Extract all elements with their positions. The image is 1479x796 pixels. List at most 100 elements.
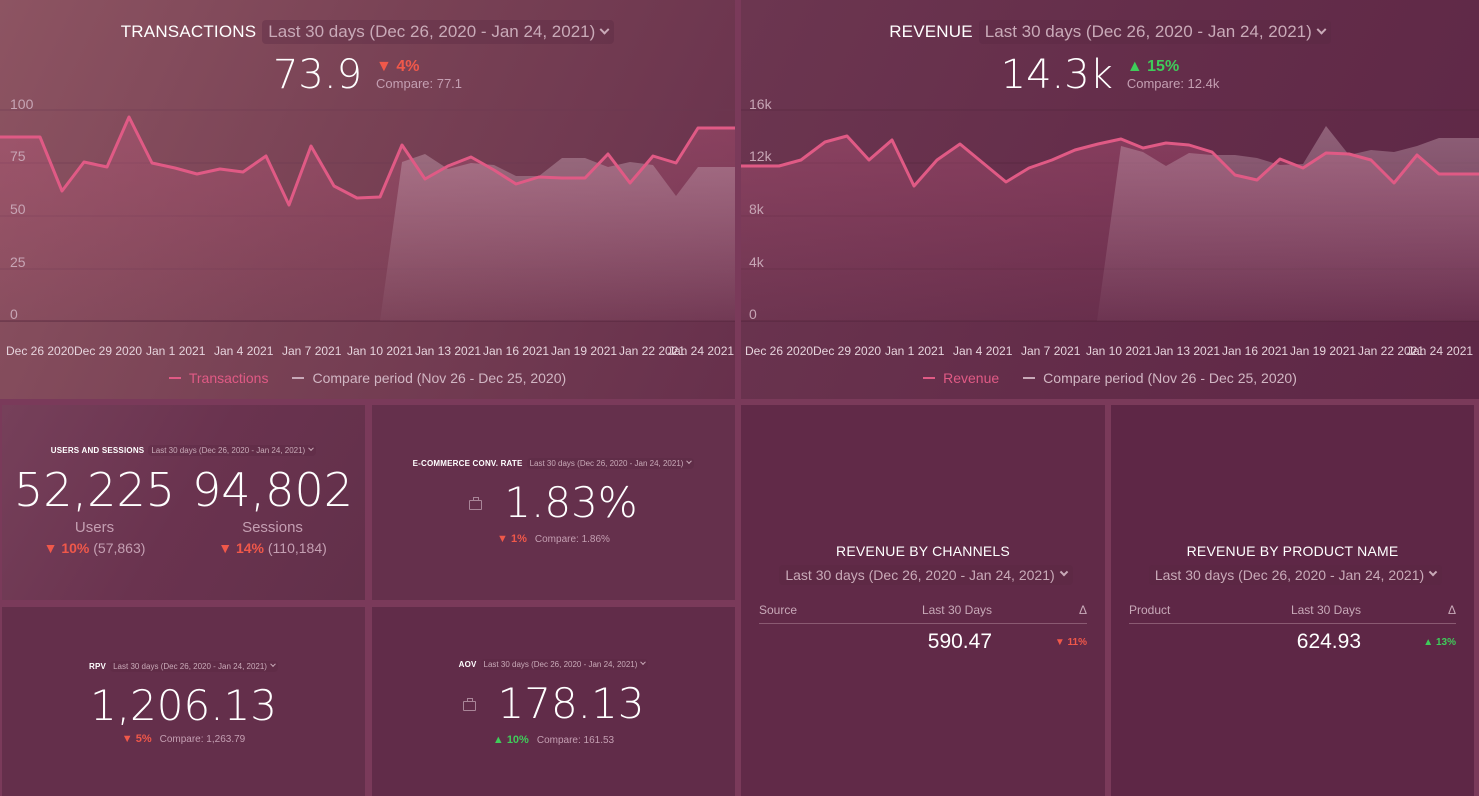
transactions-line bbox=[0, 115, 735, 207]
legend-item-compare[interactable]: Compare period (Nov 26 - Dec 25, 2020) bbox=[1023, 370, 1297, 386]
aov-widget: AOV Last 30 days (Dec 26, 2020 - Jan 24,… bbox=[372, 607, 735, 796]
rpv-compare: Compare: 1,263.79 bbox=[159, 733, 246, 745]
x-tick: Dec 29 2020 bbox=[74, 344, 143, 358]
x-tick: Jan 22 2021 bbox=[1358, 344, 1425, 358]
users-value: 52,225 bbox=[14, 463, 175, 517]
x-tick: Jan 19 2021 bbox=[1290, 344, 1357, 358]
column-header-source[interactable]: Source bbox=[759, 603, 841, 624]
transactions-compare: Compare: 77.1 bbox=[376, 76, 463, 91]
transactions-line-chart[interactable] bbox=[0, 0, 735, 340]
transactions-legend: Transactions Compare period (Nov 26 - De… bbox=[0, 370, 735, 386]
date-range-label: Last 30 days (Dec 26, 2020 - Jan 24, 202… bbox=[984, 22, 1312, 41]
date-range-label: Last 30 days (Dec 26, 2020 - Jan 24, 202… bbox=[1154, 567, 1425, 583]
sessions-compare: (110,184) bbox=[267, 540, 327, 556]
legend-item-revenue[interactable]: Revenue bbox=[923, 370, 999, 386]
revenue-header: REVENUE Last 30 days (Dec 26, 2020 - Jan… bbox=[741, 20, 1479, 44]
y-tick: 0 bbox=[749, 306, 757, 322]
chevron-down-icon bbox=[308, 444, 315, 451]
conv-rate-value: 1.83% bbox=[504, 478, 638, 527]
x-tick: Jan 16 2021 bbox=[483, 344, 550, 358]
x-tick: Jan 24 2021 bbox=[1407, 344, 1474, 358]
table-row[interactable]: 624.93 ▲ 13% bbox=[1129, 624, 1456, 655]
rpv-value: 1,206.13 bbox=[89, 681, 278, 730]
source-cell bbox=[759, 624, 841, 655]
sessions-metric: 94,802 Sessions ▼ 14% (110,184) bbox=[180, 463, 365, 556]
users-label: Users bbox=[74, 519, 115, 536]
transactions-header: TRANSACTIONS Last 30 days (Dec 26, 2020 … bbox=[0, 20, 735, 44]
transactions-widget: TRANSACTIONS Last 30 days (Dec 26, 2020 … bbox=[0, 0, 735, 399]
users-sessions-widget: USERS AND SESSIONS Last 30 days (Dec 26,… bbox=[2, 405, 365, 600]
y-tick: 16k bbox=[749, 96, 772, 112]
conv-rate-delta: ▼ 1% bbox=[497, 533, 527, 545]
x-tick: Jan 13 2021 bbox=[415, 344, 482, 358]
legend-label: Revenue bbox=[943, 370, 1000, 386]
compare-area bbox=[1097, 126, 1479, 321]
value-cell: 624.93 bbox=[1296, 630, 1361, 653]
revenue-date-range-dropdown[interactable]: Last 30 days (Dec 26, 2020 - Jan 24, 202… bbox=[978, 20, 1331, 44]
users-compare: (57,863) bbox=[93, 540, 146, 556]
channels-date-range-dropdown[interactable]: Last 30 days (Dec 26, 2020 - Jan 24, 202… bbox=[779, 565, 1073, 585]
date-range-label: Last 30 days (Dec 26, 2020 - Jan 24, 202… bbox=[785, 567, 1055, 583]
delta-cell: ▼ 11% bbox=[1054, 636, 1087, 648]
rpv-header: RPV Last 30 days (Dec 26, 2020 - Jan 24,… bbox=[2, 660, 365, 672]
sessions-label: Sessions bbox=[242, 519, 303, 536]
revenue-line-chart[interactable] bbox=[741, 0, 1479, 340]
revenue-compare: Compare: 12.4k bbox=[1126, 76, 1220, 91]
users-sessions-date-range-dropdown[interactable]: Last 30 days (Dec 26, 2020 - Jan 24, 202… bbox=[148, 444, 317, 456]
x-tick: Jan 24 2021 bbox=[668, 344, 735, 358]
date-range-label: Last 30 days (Dec 26, 2020 - Jan 24, 202… bbox=[151, 446, 306, 455]
x-tick: Jan 4 2021 bbox=[214, 344, 274, 358]
column-header-last-30-days[interactable]: Last 30 Days bbox=[840, 603, 992, 624]
x-tick: Jan 7 2021 bbox=[282, 344, 342, 358]
revenue-title: REVENUE bbox=[889, 22, 973, 41]
x-tick: Jan 22 2021 bbox=[619, 344, 686, 358]
column-header-delta[interactable]: Δ bbox=[992, 603, 1087, 624]
legend-label: Transactions bbox=[188, 370, 269, 386]
channels-title: REVENUE BY CHANNELS bbox=[836, 543, 1010, 559]
aov-date-range-dropdown[interactable]: Last 30 days (Dec 26, 2020 - Jan 24, 202… bbox=[480, 658, 649, 670]
transactions-value: 73.9 bbox=[272, 52, 363, 98]
table-row[interactable]: 590.47 ▼ 11% bbox=[759, 624, 1087, 655]
chevron-down-icon bbox=[686, 457, 693, 464]
rpv-date-range-dropdown[interactable]: Last 30 days (Dec 26, 2020 - Jan 24, 202… bbox=[110, 660, 278, 672]
products-title: REVENUE BY PRODUCT NAME bbox=[1186, 543, 1399, 559]
legend-swatch bbox=[1023, 377, 1036, 379]
revenue-kpi: 14.3k ▲ 15% Compare: 12.4k bbox=[741, 52, 1479, 98]
chevron-down-icon bbox=[1059, 567, 1068, 577]
y-tick: 4k bbox=[749, 254, 764, 270]
rpv-title: RPV bbox=[89, 662, 107, 671]
rpv-widget: RPV Last 30 days (Dec 26, 2020 - Jan 24,… bbox=[2, 607, 365, 796]
conv-rate-date-range-dropdown[interactable]: Last 30 days (Dec 26, 2020 - Jan 24, 202… bbox=[526, 457, 695, 469]
rpv-kpi: 1,206.13 bbox=[2, 681, 365, 731]
legend-label: Compare period (Nov 26 - Dec 25, 2020) bbox=[312, 370, 567, 386]
y-tick: 12k bbox=[749, 148, 772, 164]
chevron-down-icon bbox=[270, 660, 276, 667]
aov-comparison: ▲ 10% Compare: 161.53 bbox=[372, 734, 735, 746]
x-tick: Jan 10 2021 bbox=[347, 344, 414, 358]
x-tick: Jan 1 2021 bbox=[146, 344, 206, 358]
transactions-date-range-dropdown[interactable]: Last 30 days (Dec 26, 2020 - Jan 24, 202… bbox=[262, 20, 615, 44]
revenue-by-product-widget: REVENUE BY PRODUCT NAME Last 30 days (De… bbox=[1111, 405, 1474, 796]
column-header-delta[interactable]: Δ bbox=[1361, 603, 1456, 624]
y-tick: 0 bbox=[10, 306, 18, 322]
revenue-line bbox=[741, 134, 1479, 188]
y-tick: 50 bbox=[10, 201, 26, 217]
aov-title: AOV bbox=[458, 660, 477, 669]
legend-item-transactions[interactable]: Transactions bbox=[168, 370, 269, 386]
chevron-down-icon bbox=[640, 658, 647, 665]
date-range-label: Last 30 days (Dec 26, 2020 - Jan 24, 202… bbox=[483, 660, 638, 669]
legend-item-compare[interactable]: Compare period (Nov 26 - Dec 25, 2020) bbox=[292, 370, 566, 386]
legend-swatch bbox=[168, 377, 181, 379]
users-delta: ▼ 10% bbox=[43, 540, 90, 556]
users-sessions-title: USERS AND SESSIONS bbox=[50, 446, 145, 455]
column-header-product[interactable]: Product bbox=[1129, 603, 1216, 624]
revenue-widget: REVENUE Last 30 days (Dec 26, 2020 - Jan… bbox=[741, 0, 1479, 399]
revenue-legend: Revenue Compare period (Nov 26 - Dec 25,… bbox=[741, 370, 1479, 386]
chevron-down-icon bbox=[1428, 567, 1438, 577]
products-date-range-dropdown[interactable]: Last 30 days (Dec 26, 2020 - Jan 24, 202… bbox=[1148, 565, 1443, 585]
column-header-last-30-days[interactable]: Last 30 Days bbox=[1215, 603, 1361, 624]
transactions-kpi: 73.9 ▼ 4% Compare: 77.1 bbox=[0, 52, 735, 98]
y-tick: 8k bbox=[749, 201, 764, 217]
date-range-label: Last 30 days (Dec 26, 2020 - Jan 24, 202… bbox=[268, 22, 596, 41]
legend-label: Compare period (Nov 26 - Dec 25, 2020) bbox=[1043, 370, 1297, 386]
